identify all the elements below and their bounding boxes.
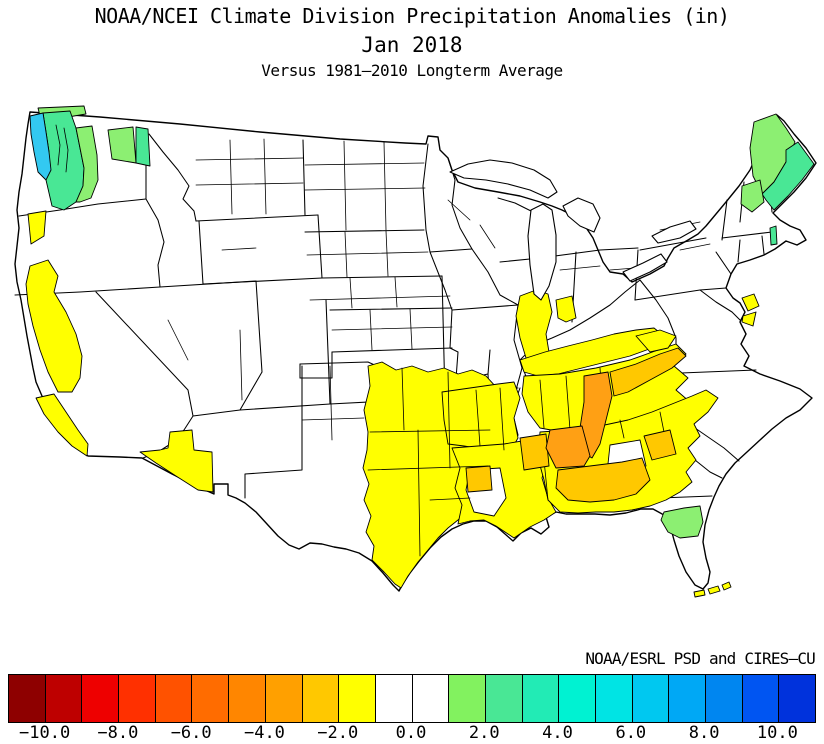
colorbar-tick-label: 8.0 (688, 723, 720, 743)
colorbar-segment (82, 675, 120, 722)
period-label: Jan 2018 (361, 33, 463, 57)
colorbar-tick-label: −8.0 (97, 723, 139, 743)
baseline-label: Versus 1981–2010 Longterm Average (261, 61, 563, 80)
division-lines (168, 139, 710, 440)
colorbar-segment (119, 675, 156, 722)
colorbar-segment (779, 675, 816, 722)
colorbar-tick-label: 2.0 (468, 723, 500, 743)
colorbar (8, 674, 816, 723)
lake-ontario (652, 221, 696, 243)
lake-huron (563, 198, 600, 232)
colorbar-segment (522, 675, 560, 722)
colorbar-segment (339, 675, 376, 722)
colorbar-segment (706, 675, 743, 722)
colorbar-segment (265, 675, 303, 722)
colorbar-segment (559, 675, 596, 722)
colorbar-tick-label: −6.0 (170, 723, 212, 743)
colorbar-tick-label: 6.0 (615, 723, 647, 743)
colorbar-segment (302, 675, 340, 722)
colorbar-segment (155, 675, 193, 722)
colorbar-segment (412, 675, 450, 722)
colorbar-segment (9, 675, 46, 722)
lake-erie (623, 254, 667, 281)
colorbar-tick-label: 10.0 (756, 723, 798, 743)
colorbar-tick-label: 4.0 (542, 723, 573, 743)
figure-header: NOAA/NCEI Climate Division Precipitation… (0, 4, 824, 80)
lake-superior (450, 160, 557, 198)
colorbar-segment (449, 675, 486, 722)
lake-michigan (528, 204, 556, 300)
colorbar-segment (742, 675, 780, 722)
page-title: NOAA/NCEI Climate Division Precipitation… (94, 4, 730, 28)
great-lakes (450, 160, 696, 300)
amber-regions (466, 348, 686, 502)
colorbar-segment (485, 675, 523, 722)
colorbar-segment (669, 675, 707, 722)
colorbar-tick-label: −2.0 (317, 723, 359, 743)
colorbar-ticks: −10.0 −8.0 −6.0 −4.0 −2.0 0.0 2.0 4.0 6.0 8.0 10.0 (8, 723, 814, 743)
colorbar-tick-label: 0.0 (395, 723, 427, 743)
colorbar-segment (375, 675, 413, 722)
colorbar-segment (229, 675, 266, 722)
yellow-division-lines (368, 368, 664, 556)
green-regions (30, 106, 814, 538)
colorbar-tick-label: −10.0 (19, 723, 71, 743)
colorbar-segment (192, 675, 230, 722)
colorbar-segment (632, 675, 670, 722)
credit-text: NOAA/ESRL PSD and CIRES–CU (585, 649, 815, 668)
orange-regions (546, 372, 612, 468)
colorbar-tick-label: −4.0 (243, 723, 285, 743)
colorbar-segment (45, 675, 83, 722)
colorbar-segment (596, 675, 633, 722)
